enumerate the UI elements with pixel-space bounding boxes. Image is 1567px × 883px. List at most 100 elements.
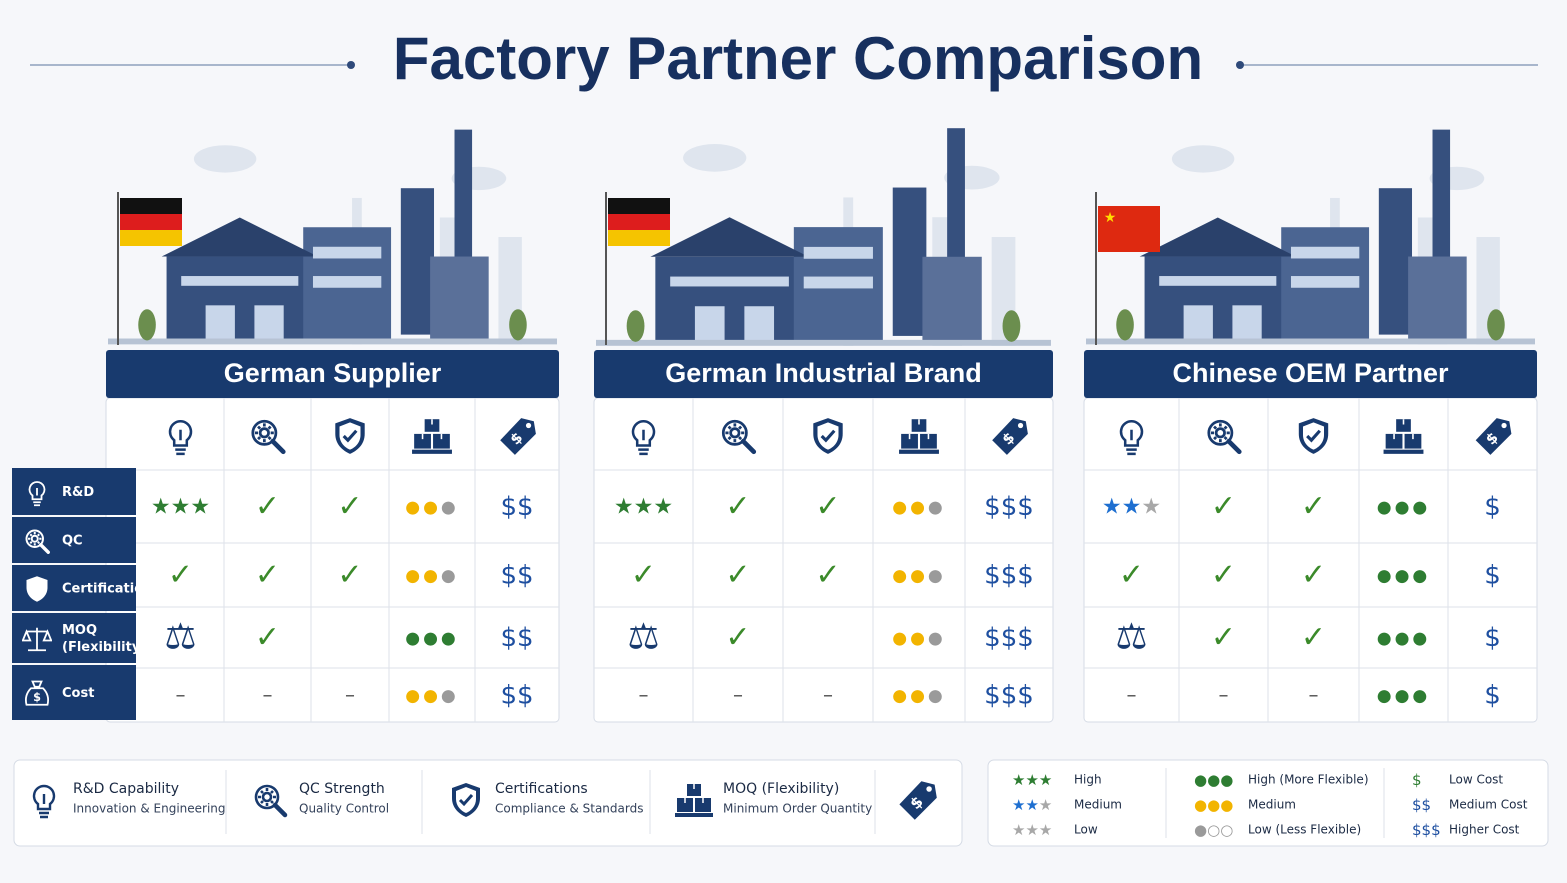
cell-value: ★★★ [1102,495,1161,520]
legend-symbol: ★★★ [1012,821,1052,839]
legend-label: High (More Flexible) [1248,773,1369,787]
cell-value: ●●● [405,686,459,706]
cell-value: ✓ [1301,620,1326,655]
row-label: MOQ [62,623,97,638]
cell-value: ✓ [255,620,280,655]
cell-value: $$ [500,681,533,711]
cell-value: $$$ [984,492,1034,522]
legend-label: Low Cost [1449,773,1503,787]
cell-value: ●●● [1377,566,1431,586]
title-dots [347,61,1244,69]
cell-value: ✓ [337,558,362,593]
cell-value: $$$ [984,561,1034,591]
cell-value: ●●● [1377,498,1431,518]
cell-value: $$ [500,623,533,653]
cell-value: ⚖ [164,617,196,658]
legend-subtitle: Compliance & Standards [495,802,643,816]
cell-value: $ [1484,561,1501,591]
panel-title: German Industrial Brand [665,358,982,388]
cell-value: ⚖ [1115,617,1147,658]
cell-value: ✓ [815,489,840,524]
cell-value: ✓ [255,558,280,593]
cell-value: ●●● [1377,686,1431,706]
legend-icons-box [13,759,963,847]
cell-value: – [1127,683,1137,707]
panel-header [106,350,559,398]
cell-value: – [345,683,355,707]
cell-value: ✓ [1211,489,1236,524]
cell-value: ✓ [1301,489,1326,524]
legend-subtitle: Quality Control [299,802,389,816]
legend-symbol: ★★★ [1012,771,1052,789]
cell-value: ✓ [168,558,193,593]
legend-title: MOQ (Flexibility) [723,781,839,797]
cell-value: $ [1484,492,1501,522]
legend-label: Medium [1074,798,1122,812]
cell-value: – [1309,683,1319,707]
flag [608,198,670,214]
cell-value: $$$ [984,681,1034,711]
legend-subtitle: Innovation & Engineering [73,802,226,816]
legend-label: High [1074,773,1102,787]
flag-star: ★ [1104,210,1117,226]
cell-value: ✓ [815,558,840,593]
row-label: QC [62,534,83,549]
cell-value: – [639,683,649,707]
cell-value: ●●● [892,498,946,518]
cell-value: ✓ [1211,558,1236,593]
panel-title: German Supplier [224,358,442,388]
legend-symbol: ★★★ [1012,796,1052,814]
cell-value: ✓ [725,620,750,655]
legend-subtitle: Minimum Order Quantity [723,802,872,816]
row-label-bg [12,468,136,515]
flag [608,214,670,230]
flag [608,230,670,246]
panel-title: Chinese OEM Partner [1172,358,1449,388]
cell-value: $$ [500,561,533,591]
cell-value: ●●● [1377,629,1431,649]
flag [1098,206,1160,252]
cell-value: ●●● [405,498,459,518]
legend-symbol: ●●● [1194,771,1233,789]
legend-title: R&D Capability [73,781,179,797]
cell-value: ✓ [1211,620,1236,655]
cell-value: ⚖ [627,617,659,658]
legend-label: Higher Cost [1449,823,1520,837]
legend-symbol: ●○○ [1194,821,1233,839]
cell-value: ✓ [631,558,656,593]
panel-header [1084,350,1537,398]
legend-label: Medium [1248,798,1296,812]
cell-value: ●●● [892,629,946,649]
cell-value: $ [1484,681,1501,711]
legend-label: Low [1074,823,1098,837]
flag [120,230,182,246]
flag [120,214,182,230]
legend-title: Certifications [495,781,588,797]
legend-symbol: $ [1412,771,1422,789]
legend-symbol: $$ [1412,796,1431,814]
row-label-bg [12,613,136,663]
legend-keys-box [987,759,1549,847]
cell-value: $$ [500,492,533,522]
cell-value: ★★★ [614,495,673,520]
cell-value: ✓ [725,489,750,524]
row-label: R&D [62,485,94,500]
cell-value: ●●● [892,686,946,706]
cell-value: $ [1484,623,1501,653]
panel-header [594,350,1053,398]
cell-value: – [176,683,186,707]
cell-value: ●●● [405,566,459,586]
cell-value: ✓ [255,489,280,524]
legend-label: Low (Less Flexible) [1248,823,1361,837]
legend-label: Medium Cost [1449,798,1528,812]
legend-symbol: ●●● [1194,796,1233,814]
page-title: Factory Partner Comparison [393,25,1203,92]
cell-value: – [263,683,273,707]
legend-title: QC Strength [299,781,385,797]
cell-value: ✓ [725,558,750,593]
cell-value: ✓ [337,489,362,524]
cell-value: ●●● [892,566,946,586]
cell-value: – [1219,683,1229,707]
cell-value: – [823,683,833,707]
